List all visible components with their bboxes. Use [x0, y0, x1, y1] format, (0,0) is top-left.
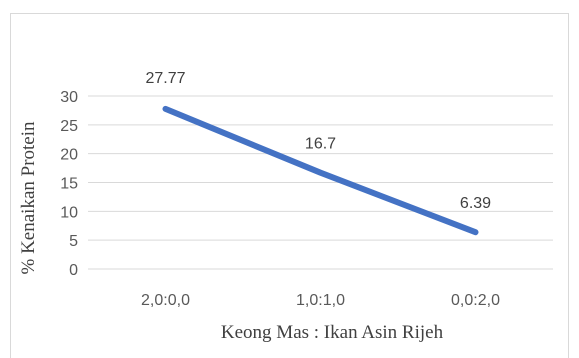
data-label-2: 16.7 [305, 136, 336, 153]
data-label-3: 6.39 [460, 195, 491, 212]
x-tick-label-2: 1,0:1,0 [296, 292, 345, 309]
data-label-1: 27.77 [145, 70, 185, 87]
y-tick-label-25: 25 [60, 118, 78, 135]
data-labels: 27.77 16.7 6.39 [145, 70, 491, 212]
series-group [162, 105, 479, 236]
gridlines [88, 95, 553, 270]
y-tick-label-15: 15 [60, 176, 78, 193]
x-axis-tick-labels: 2,0:0,0 1,0:1,0 0,0:2,0 [141, 292, 500, 309]
chart-frame [10, 13, 569, 358]
y-tick-label-0: 0 [69, 262, 78, 279]
y-tick-label-20: 20 [60, 147, 78, 164]
line-chart: 0 5 10 15 20 25 30 2,0:0,0 1,0:1,0 0,0:2,0 27.77… [18, 70, 553, 343]
x-tick-label-3: 0,0:2,0 [451, 292, 500, 309]
y-tick-label-10: 10 [60, 204, 78, 221]
y-axis-tick-labels: 0 5 10 15 20 25 30 [60, 89, 78, 279]
y-axis-title: % Kenaikan Protein [18, 121, 39, 275]
series-line-1 [162, 105, 479, 236]
y-tick-label-5: 5 [69, 233, 78, 250]
x-axis-title: Keong Mas : Ikan Asin Rijeh [221, 322, 444, 343]
x-tick-label-1: 2,0:0,0 [141, 292, 190, 309]
y-tick-label-30: 30 [60, 89, 78, 106]
